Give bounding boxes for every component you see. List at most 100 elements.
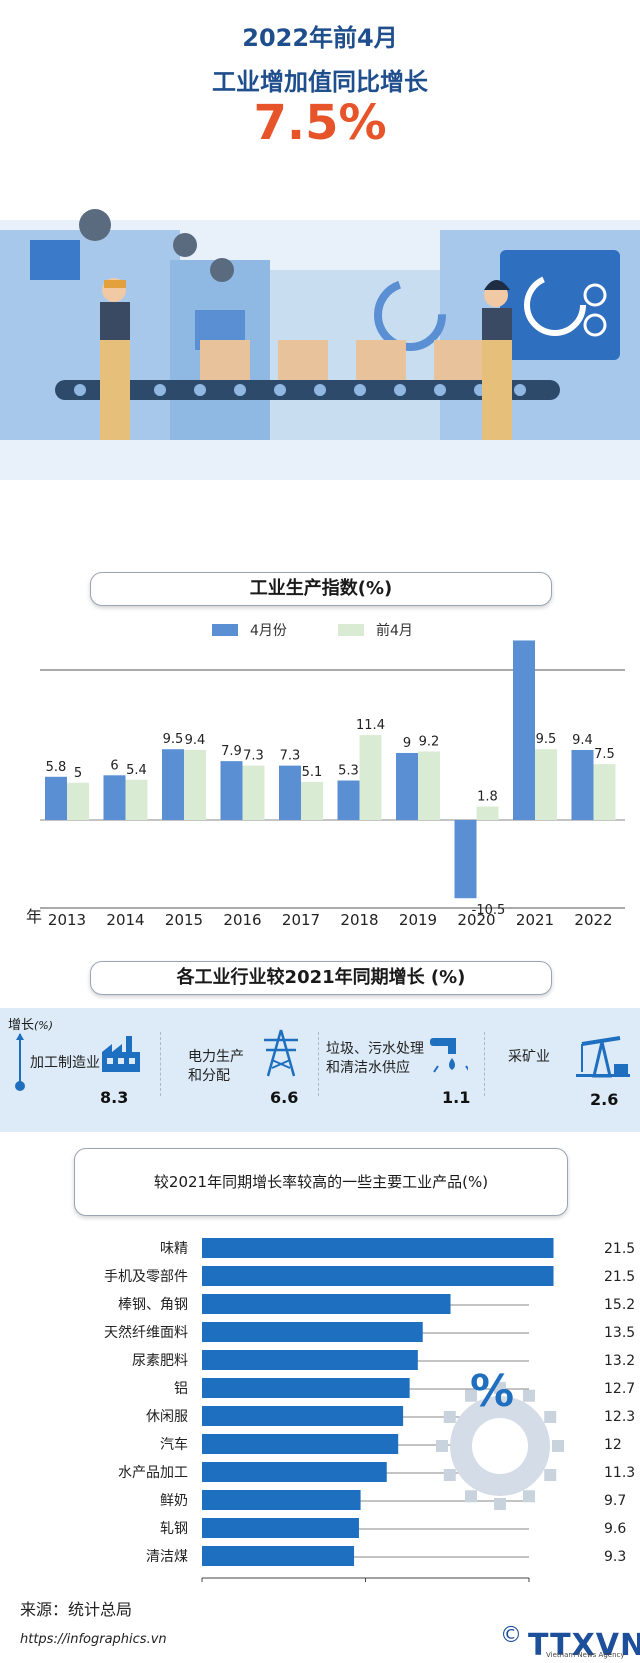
data-label-april-2020: -10.5 (472, 903, 506, 918)
bar-first4-2019 (418, 751, 440, 820)
industry-value-power: 6.6 (270, 1088, 299, 1107)
hbar-棒钢、角钢 (202, 1294, 451, 1314)
value-label-轧钢: 9.6 (604, 1521, 626, 1537)
industry-value-water: 1.1 (442, 1088, 471, 1107)
value-label-味精: 21.5 (604, 1241, 635, 1257)
data-label-first4-2014: 5.4 (126, 763, 147, 778)
bar-first4-2015 (184, 749, 206, 820)
legend-label-april: 4月份 (250, 623, 287, 639)
legend-swatch-april (212, 624, 238, 636)
products-bar-chart: 味精 21.5 手机及零部件 21.5 棒钢、角钢 15.2 天然纤维面料 13.5 尿素肥料 1… (104, 1238, 635, 1588)
data-label-april-2022: 9.4 (572, 733, 593, 748)
data-label-first4-2018: 11.4 (356, 718, 385, 733)
industry-value-manufacturing: 8.3 (100, 1088, 129, 1107)
category-label-休闲服: 休闲服 (146, 1409, 188, 1425)
bar-first4-2013 (67, 782, 89, 820)
industry-label-manufacturing: 加工制造业 (30, 1055, 100, 1071)
value-label-天然纤维面料: 13.5 (604, 1325, 635, 1341)
ttxvn-logo: TTXVN (528, 1628, 640, 1663)
value-label-清洁煤: 9.3 (604, 1549, 626, 1565)
hbar-休闲服 (202, 1406, 404, 1426)
industry-label-mining: 采矿业 (508, 1049, 550, 1065)
copyright-symbol: © (500, 1623, 522, 1648)
index-chart-title: 工业生产指数(%) (90, 572, 552, 606)
water-tap-icon (430, 1038, 468, 1073)
category-label-汽车: 汽车 (160, 1436, 188, 1453)
source-url[interactable]: https://infographics.vn (20, 1632, 167, 1647)
value-label-铝: 12.7 (604, 1381, 635, 1397)
value-label-尿素肥料: 13.2 (604, 1353, 635, 1369)
header-subtitle: 工业增加值同比增长 (212, 68, 428, 96)
bar-april-2014 (103, 775, 126, 820)
legend-swatch-first4 (338, 624, 364, 636)
growth-axis-label: 增长(%) (8, 1014, 53, 1033)
header-highlight-value: 7.5% (253, 95, 387, 151)
bar-april-2016 (220, 761, 243, 820)
bar-first4-2020 (476, 806, 499, 820)
industry-separator (318, 1032, 319, 1096)
data-label-first4-2016: 7.3 (243, 749, 264, 764)
category-label-味精: 味精 (160, 1241, 188, 1257)
hbar-尿素肥料 (202, 1350, 418, 1370)
data-label-first4-2020: 1.8 (477, 790, 498, 805)
data-label-april-2014: 6 (110, 758, 118, 773)
data-label-first4-2021: 9.5 (536, 732, 557, 747)
category-label-天然纤维面料: 天然纤维面料 (104, 1324, 188, 1341)
factory-illustration (0, 209, 640, 480)
power-tower-icon (264, 1029, 298, 1077)
header: 2022年前4月 工业增加值同比增长 7.5% (0, 0, 640, 180)
industry-label-power: 电力生产 和分配 (188, 1049, 244, 1084)
data-label-april-2015: 9.5 (163, 732, 184, 747)
data-label-april-2013: 5.8 (46, 760, 67, 775)
oil-pump-icon (576, 1036, 630, 1078)
category-label-轧钢: 轧钢 (160, 1521, 188, 1537)
data-label-first4-2022: 7.5 (594, 747, 615, 762)
category-label-手机及零部件: 手机及零部件 (104, 1269, 188, 1285)
growth-axis-label-text: 增长 (8, 1018, 35, 1033)
industry-label-water: 垃圾、污水处理 和清洁水供应 (326, 1041, 424, 1076)
category-label-水产品加工: 水产品加工 (118, 1465, 188, 1481)
x-tick-label-2022: 2022 (574, 911, 612, 929)
x-axis-label: 年 (26, 907, 42, 926)
gear-hole (472, 1418, 528, 1474)
hbar-清洁煤 (202, 1546, 355, 1566)
x-tick-label-0: 0 (199, 1586, 206, 1588)
percent-symbol-icon: % (470, 1366, 514, 1417)
bar-april-2015 (162, 749, 184, 820)
bar-april-2020 (454, 820, 477, 899)
hbar-味精 (202, 1238, 554, 1258)
x-tick-label-2019: 2019 (399, 911, 437, 929)
industry-value-mining: 2.6 (590, 1090, 619, 1109)
hbar-汽车 (202, 1434, 399, 1454)
x-tick-label-2014: 2014 (106, 911, 144, 929)
x-tick-label-2021: 2021 (516, 911, 554, 929)
source-note: 来源：统计总局 (20, 1600, 133, 1619)
value-label-手机及零部件: 21.5 (604, 1269, 635, 1285)
value-label-休闲服: 12.3 (604, 1409, 635, 1425)
index-chart-title-text: 工业生产指数(%) (249, 578, 393, 599)
x-tick-label-2020: 2020 (457, 911, 495, 929)
category-label-鲜奶: 鲜奶 (160, 1493, 188, 1509)
data-label-april-2016: 7.9 (221, 744, 242, 759)
hbar-鲜奶 (202, 1490, 361, 1510)
growth-axis-unit: (%) (34, 1019, 54, 1032)
ttxvn-logo-subtitle: Vietnam News Agency (546, 1651, 625, 1659)
bar-april-2017 (279, 765, 301, 820)
bar-first4-2017 (301, 782, 323, 820)
products-chart-title-text: 较2021年同期增长率较高的一些主要工业产品(%) (153, 1173, 489, 1191)
bar-april-2021 (513, 640, 535, 820)
data-label-april-2018: 5.3 (338, 764, 359, 779)
bar-april-2019 (396, 752, 418, 820)
products-chart-title: 较2021年同期增长率较高的一些主要工业产品(%) (74, 1148, 568, 1216)
hbar-手机及零部件 (202, 1266, 554, 1286)
industry-separator (160, 1032, 161, 1096)
x-tick-label-2013: 2013 (48, 911, 86, 929)
x-tick-label-10: 10 (359, 1586, 373, 1588)
category-label-铝: 铝 (174, 1381, 188, 1397)
data-label-april-2019: 9 (403, 736, 411, 751)
x-tick-label-20: 20 (522, 1586, 536, 1588)
bar-april-2018 (337, 780, 360, 820)
x-tick-label-2015: 2015 (165, 911, 203, 929)
data-label-first4-2019: 9.2 (419, 734, 440, 749)
